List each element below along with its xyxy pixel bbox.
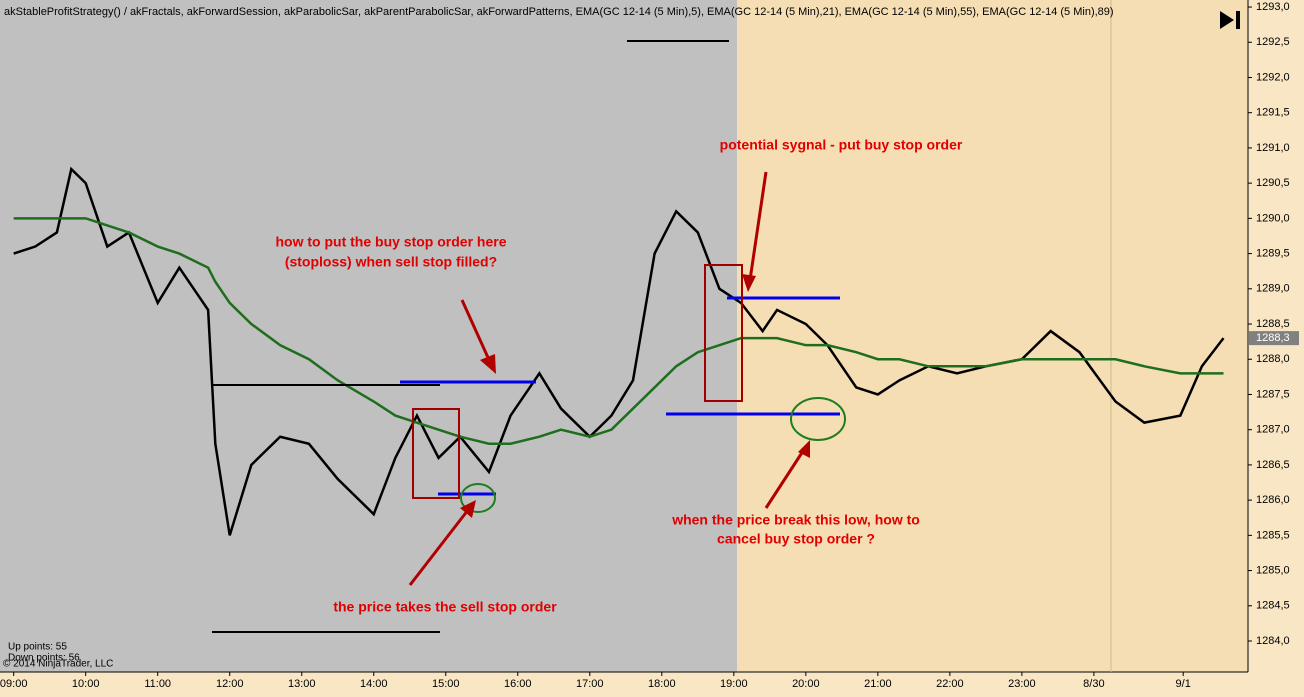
chart-title: akStableProfitStrategy() / akFractals, a… [4,6,1114,18]
x-tick-label: 13:00 [288,678,316,690]
ellipse [460,483,496,513]
arrow [748,171,768,281]
series-line [13,217,1224,446]
arrow [408,509,470,586]
box [412,408,460,499]
x-tick-label: 20:00 [792,678,820,690]
x-tick-label: 21:00 [864,678,892,690]
ellipse [790,397,846,441]
play-bar[interactable] [1236,11,1240,29]
x-tick-label: 22:00 [936,678,964,690]
arrow [460,299,492,363]
x-tick-label: 19:00 [720,678,748,690]
play-icon[interactable] [1220,11,1240,29]
arrowhead [480,354,496,374]
x-tick-label: 10:00 [72,678,100,690]
x-tick-label: 11:00 [144,678,171,690]
y-tick-label: 1285,5 [1256,529,1290,541]
x-tick-label: 15:00 [432,678,460,690]
x-tick-label: 8/30 [1083,678,1104,690]
y-tick-label: 1291,5 [1256,107,1290,119]
x-tick-label: 23:00 [1008,678,1036,690]
last-price-label: 1288,3 [1256,332,1290,344]
y-tick-label: 1284,0 [1256,635,1290,647]
y-tick-label: 1287,0 [1256,424,1290,436]
annotation: potential sygnal - put buy stop order [720,137,963,153]
y-tick-label: 1289,0 [1256,283,1290,295]
y-tick-label: 1288,0 [1256,353,1290,365]
time-axis-bg [0,672,1248,697]
play-triangle[interactable] [1220,11,1234,29]
y-tick-label: 1285,0 [1256,564,1290,576]
arrowheads [460,274,810,518]
price-axis-bg [1248,0,1304,697]
copyright: © 2014 NinjaTrader, LLC [3,659,113,670]
y-tick-label: 1287,5 [1256,388,1290,400]
annotation: when the price break this low, how to [671,512,920,528]
y-tick-label: 1292,5 [1256,36,1290,48]
y-tick-label: 1286,5 [1256,459,1290,471]
x-tick-label: 9/1 [1176,678,1191,690]
y-tick-label: 1290,5 [1256,177,1290,189]
y-tick-label: 1289,5 [1256,247,1290,259]
stat: Down points: 56 [8,653,80,664]
arrows [408,171,807,586]
arrow [764,447,807,509]
y-tick-label: 1293,0 [1256,1,1290,13]
arrowhead [742,274,756,292]
annotation: cancel buy stop order ? [717,531,875,547]
session-shade [0,0,737,672]
stat: Up points: 55 [8,642,67,653]
plot [13,166,1225,536]
arrowhead [460,500,476,518]
annotation: how to put the buy stop order here [276,234,507,250]
x-tick-label: 18:00 [648,678,676,690]
last-price-box [1249,331,1299,346]
y-tick-label: 1286,0 [1256,494,1290,506]
y-tick-label: 1284,5 [1256,600,1290,612]
x-tick-label: 09:00 [0,678,27,690]
y-tick-label: 1292,0 [1256,71,1290,83]
y-tick-label: 1291,0 [1256,142,1290,154]
x-tick-label: 16:00 [504,678,532,690]
arrowhead [798,440,810,458]
box [704,264,743,402]
y-tick-label: 1288,5 [1256,318,1290,330]
annotation-shapes [212,40,846,633]
annotation: the price takes the sell stop order [333,599,557,615]
x-tick-label: 14:00 [360,678,388,690]
x-tick-label: 12:00 [216,678,244,690]
x-tick-label: 17:00 [576,678,604,690]
annotation: (stoploss) when sell stop filled? [285,254,497,270]
y-tick-label: 1290,0 [1256,212,1290,224]
